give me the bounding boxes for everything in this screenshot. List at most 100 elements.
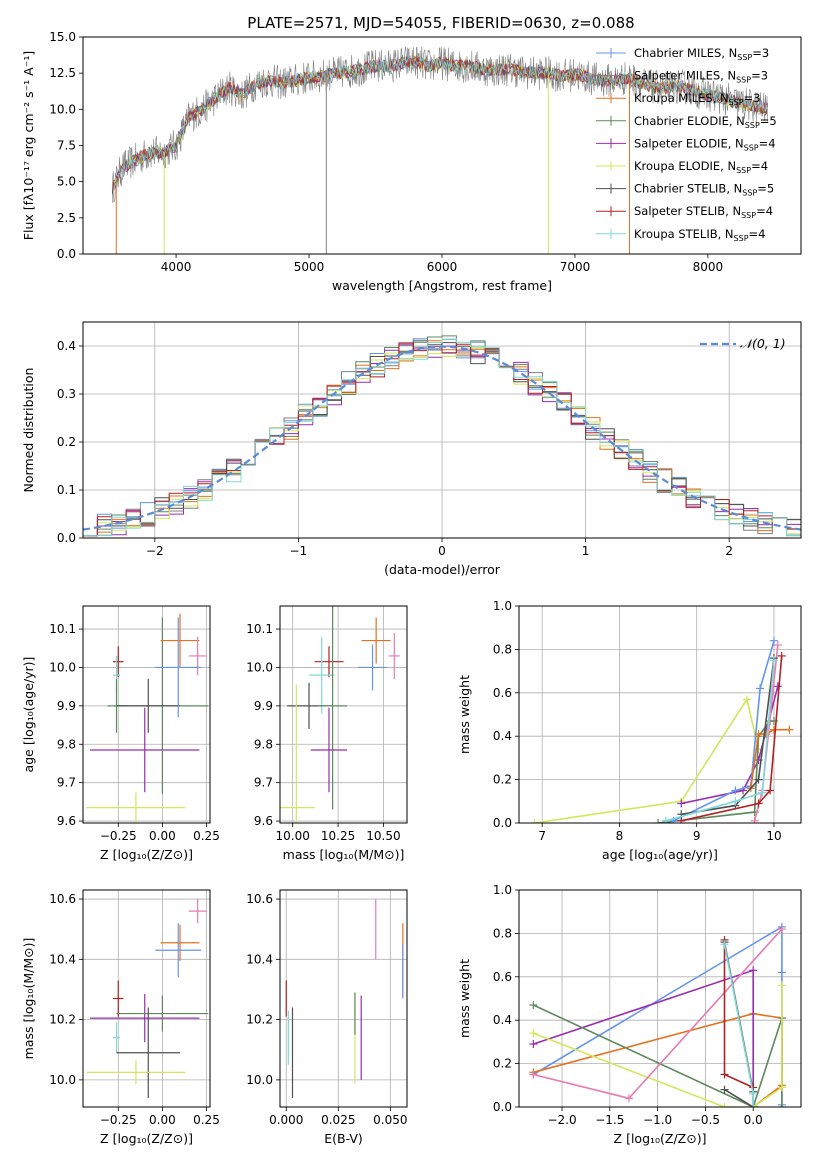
y-tick-label: 9.7 <box>57 776 76 790</box>
y-tick-label: 0.1 <box>57 483 76 497</box>
y-tick-label: 1.0 <box>493 883 512 897</box>
panel-mass-vs-EBV: 0.000 0.025 0.050 10.0 10.2 10.4 10.6 E(B-V) <box>246 889 408 1146</box>
x-tick-label: −2 <box>146 544 164 558</box>
y-tick-label: 2.5 <box>57 211 76 225</box>
y-tick-label: 10.0 <box>49 1073 76 1087</box>
y-axis-label: age [log₁₀(age/yr)] <box>21 657 36 773</box>
y-tick-label: 9.9 <box>254 699 273 713</box>
x-tick-label: 6000 <box>427 260 458 274</box>
y-tick-label: 7.5 <box>57 139 76 153</box>
y-tick-label: 0.8 <box>493 926 512 940</box>
y-tick-label: 9.9 <box>57 699 76 713</box>
panel-residuals: −2 −1 0 1 2 0.0 0.1 0.2 0.3 0.4 (data-model)/error… <box>21 321 802 577</box>
y-tick-label: 0.6 <box>493 686 512 700</box>
axes-frame <box>518 889 802 1108</box>
y-tick-label: 0.4 <box>57 339 76 353</box>
residual-histogram <box>83 347 801 537</box>
panel-spectrum: 4000 5000 6000 7000 8000 0.0 2.5 5.0 7.5 10.0 12.5… <box>21 30 802 293</box>
x-axis-label: wavelength [Angstrom, rest frame] <box>332 278 552 293</box>
y-tick-label: 9.7 <box>254 776 273 790</box>
x-tick-label: −1 <box>290 544 308 558</box>
y-tick-label: 0.3 <box>57 387 76 401</box>
y-tick-label: 10.2 <box>246 1013 273 1027</box>
y-axis-label: mass weight <box>457 959 472 1038</box>
y-tick-label: 5.0 <box>57 175 76 189</box>
y-tick-label: 0.8 <box>493 642 512 656</box>
y-tick-label: 0.2 <box>493 1057 512 1071</box>
y-tick-label: 10.0 <box>49 102 76 116</box>
residual-histogram <box>83 335 801 537</box>
y-tick-label: 0.0 <box>57 247 76 261</box>
x-tick-label: 8 <box>616 829 624 843</box>
legend-label: Salpeter MILES, NSSP=3 <box>634 69 768 85</box>
axes-frame <box>82 321 802 539</box>
x-tick-label: 10.50 <box>366 829 400 843</box>
normal-curve <box>83 345 801 531</box>
x-tick-label: −0.25 <box>100 829 137 843</box>
y-tick-label: 10.0 <box>246 660 273 674</box>
model-spectrum <box>111 56 768 196</box>
y-tick-label: 10.4 <box>246 952 273 966</box>
x-tick-label: 9 <box>693 829 701 843</box>
y-tick-label: 10.0 <box>49 660 76 674</box>
legend-label: Kroupa MILES, NSSP=3 <box>634 91 760 107</box>
legend-label: Salpeter STELIB, NSSP=4 <box>634 204 773 220</box>
y-tick-label: 0.4 <box>493 1013 512 1027</box>
x-axis-label: Z [log₁₀(Z/Z⊙)] <box>614 1131 707 1146</box>
x-tick-label: −1.5 <box>595 1113 624 1127</box>
x-axis-label: age [log₁₀(age/yr)] <box>602 847 718 862</box>
axes-frame <box>82 36 802 255</box>
x-tick-label: 0.050 <box>373 1113 407 1127</box>
y-axis-label: mass [log₁₀(M/M⊙)] <box>21 938 36 1060</box>
mass-weight-line <box>723 944 754 1107</box>
x-tick-label: 2 <box>725 544 733 558</box>
x-tick-label: 10.00 <box>276 829 310 843</box>
y-tick-label: 10.6 <box>49 892 76 906</box>
axes-frame <box>82 605 211 824</box>
legend-label: Chabrier ELODIE, NSSP=5 <box>634 114 777 130</box>
residual-histogram <box>83 342 801 537</box>
legend-label: Chabrier MILES, NSSP=3 <box>634 46 769 62</box>
y-tick-label: 10.6 <box>246 892 273 906</box>
plot-area <box>285 899 404 1098</box>
y-tick-label: 10.2 <box>49 1013 76 1027</box>
y-tick-label: 9.8 <box>57 737 76 751</box>
y-tick-label: 10.1 <box>49 622 76 636</box>
x-tick-label: −2.0 <box>547 1113 576 1127</box>
x-tick-label: −0.5 <box>691 1113 720 1127</box>
y-axis-label: mass weight <box>457 675 472 754</box>
y-tick-label: 0.6 <box>493 970 512 984</box>
mass-weight-line <box>665 660 775 822</box>
y-tick-label: 1.0 <box>493 599 512 613</box>
y-tick-label: 9.6 <box>254 814 273 828</box>
figure-title: PLATE=2571, MJD=54055, FIBERID=0630, z=0… <box>247 14 634 32</box>
x-tick-label: 7000 <box>560 260 591 274</box>
x-axis-label: (data-model)/error <box>384 562 501 577</box>
y-tick-label: 9.8 <box>254 737 273 751</box>
x-tick-label: 0.0 <box>744 1113 763 1127</box>
panel-age-vs-Z: −0.25 0.00 0.25 9.6 9.7 9.8 9.9 10.0 10.1 Z [log₁… <box>21 605 220 862</box>
axes-frame <box>518 605 802 824</box>
x-tick-label: 7 <box>538 829 546 843</box>
plot-area <box>530 636 794 823</box>
plot-area <box>86 899 209 1098</box>
x-tick-label: 0.000 <box>269 1113 303 1127</box>
y-axis-label: Flux [fλ10⁻¹⁷ erg cm⁻² s⁻¹ A⁻¹] <box>21 51 36 240</box>
axes-frame <box>279 889 408 1108</box>
mass-weight-line <box>534 697 760 823</box>
y-tick-label: 0.2 <box>57 435 76 449</box>
x-tick-label: 0.25 <box>193 1113 220 1127</box>
y-tick-label: 0.0 <box>493 1100 512 1114</box>
x-tick-label: 0.025 <box>321 1113 355 1127</box>
plot-area <box>280 606 400 823</box>
legend-label: Salpeter ELODIE, NSSP=4 <box>634 136 776 152</box>
plot-area <box>529 922 786 1107</box>
x-tick-label: 10 <box>766 829 781 843</box>
y-axis-label: Normed distribution <box>21 368 36 493</box>
y-tick-label: 12.5 <box>49 66 76 80</box>
x-tick-label: −0.25 <box>100 1113 137 1127</box>
panel-mass-vs-Z: −0.25 0.00 0.25 10.0 10.2 10.4 10.6 Z [log₁₀(Z/… <box>21 889 220 1146</box>
x-tick-label: 0 <box>438 544 446 558</box>
mass-weight-line <box>681 655 783 822</box>
